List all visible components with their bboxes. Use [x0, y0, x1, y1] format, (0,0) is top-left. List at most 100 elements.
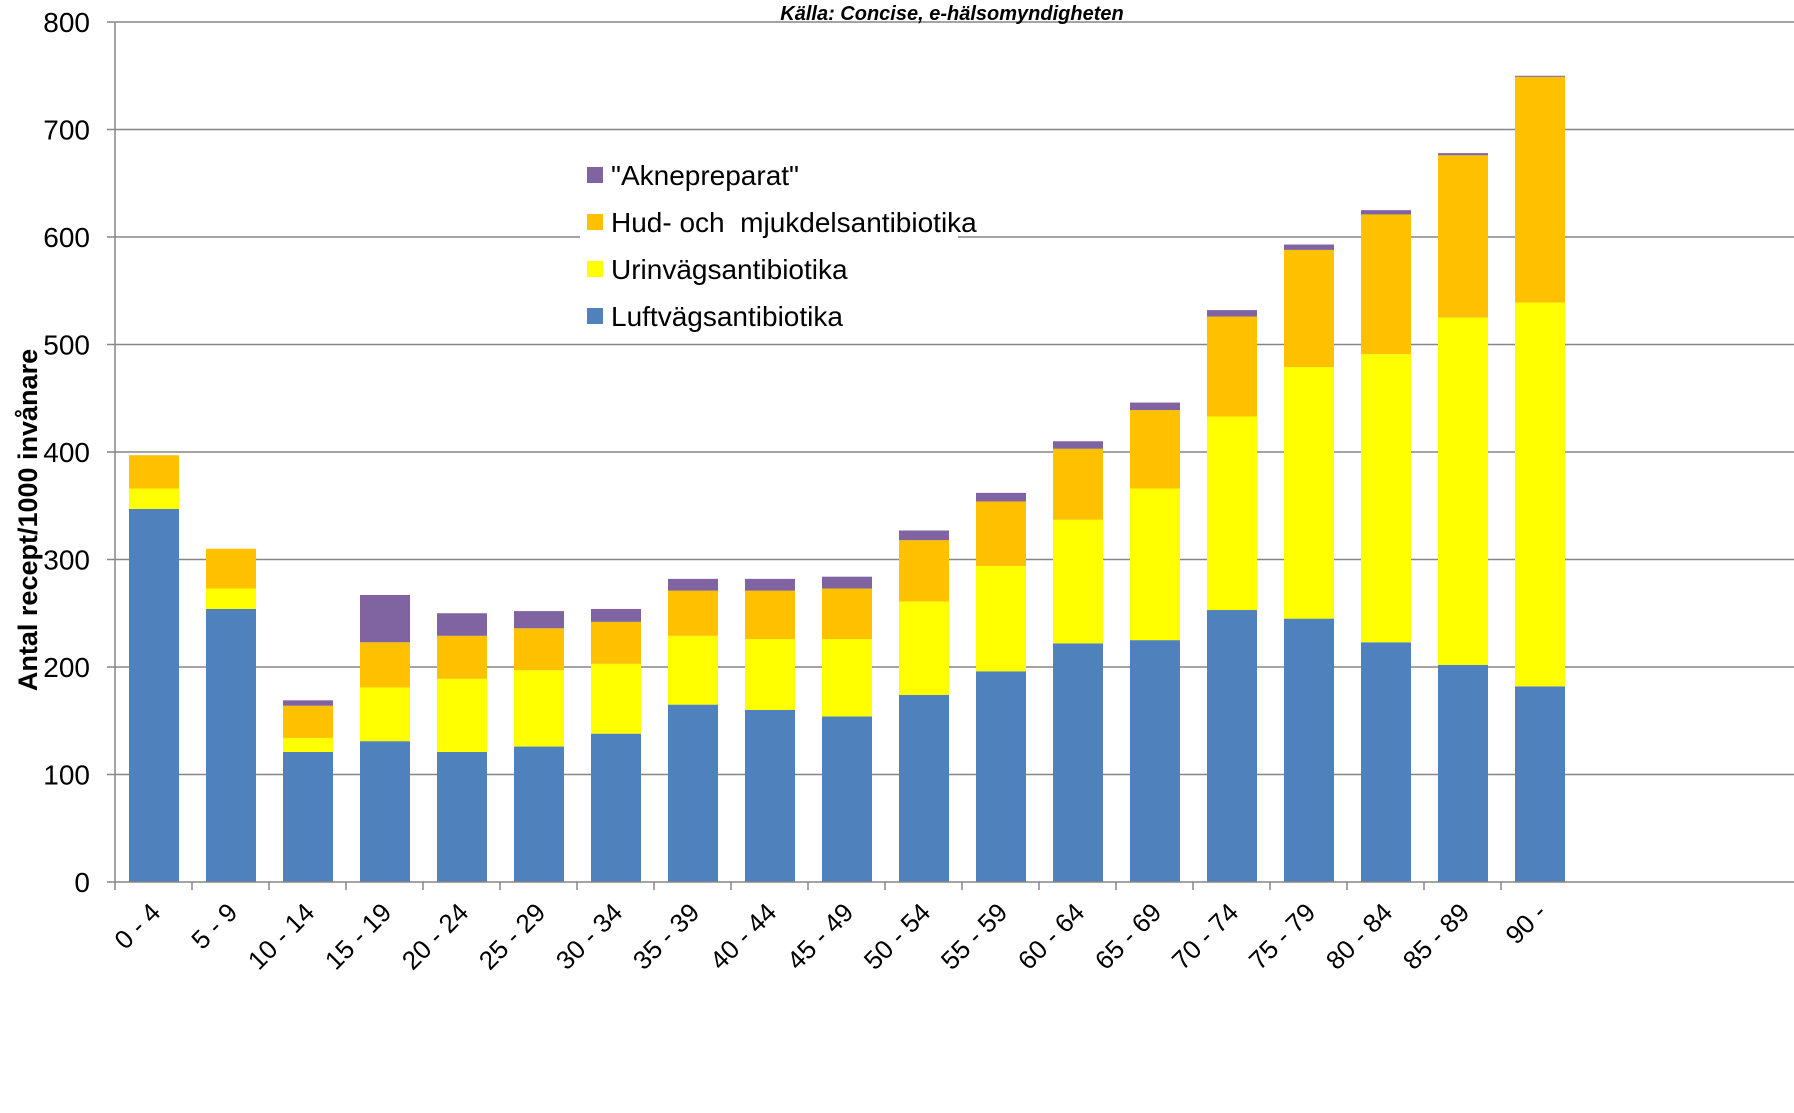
bar-segment-1-7 — [591, 733, 641, 882]
x-tick-label: 40 - 44 — [704, 897, 782, 975]
y-tick-label: 100 — [43, 760, 90, 791]
bar-segment-1-12 — [976, 671, 1026, 882]
bar-segment-1-4 — [360, 741, 410, 882]
bar-segment-2-14 — [1130, 488, 1180, 641]
bar-segment-1-3 — [283, 751, 333, 882]
bar-segment-1-10 — [822, 716, 872, 882]
x-tick-label: 15 - 19 — [319, 897, 397, 975]
bar-segment-3-15 — [1207, 316, 1257, 417]
bar-segment-3-11 — [899, 540, 949, 602]
bar-segment-1-1 — [129, 508, 179, 882]
bar-segment-4-5 — [437, 613, 487, 636]
bar-segment-2-16 — [1284, 367, 1334, 619]
source-note: Källa: Concise, e-hälsomyndigheten — [780, 3, 1123, 25]
bar-segment-4-17 — [1361, 210, 1411, 215]
x-tick-label: 60 - 64 — [1012, 897, 1090, 975]
bar-segment-3-5 — [437, 635, 487, 679]
y-tick-label: 500 — [43, 330, 90, 361]
bar-segment-3-9 — [745, 590, 795, 640]
bar-segment-3-1 — [129, 455, 179, 489]
x-tick-label: 75 - 79 — [1243, 897, 1321, 975]
bar-segment-2-1 — [129, 488, 179, 509]
x-tick-label: 55 - 59 — [935, 897, 1013, 975]
bar-segment-3-4 — [360, 642, 410, 688]
legend: "Aknepreparat" Hud- och mjukdelsantibioti… — [580, 152, 977, 342]
bar-segment-3-10 — [822, 588, 872, 640]
bar-segment-2-18 — [1438, 317, 1488, 665]
bar-segment-3-14 — [1130, 410, 1180, 489]
bar-segment-4-9 — [745, 578, 795, 591]
bar-segment-4-4 — [360, 594, 410, 643]
bar-segment-1-14 — [1130, 640, 1180, 882]
bar-segment-1-6 — [514, 746, 564, 882]
y-axis-label: Antal recept/1000 invånare — [13, 349, 43, 691]
bar-segment-3-17 — [1361, 214, 1411, 355]
bars — [129, 75, 1565, 882]
x-tick-label: 50 - 54 — [858, 897, 936, 975]
bar-segment-3-16 — [1284, 249, 1334, 368]
x-tick-label: 65 - 69 — [1089, 897, 1167, 975]
bar-segment-2-10 — [822, 639, 872, 717]
bar-segment-2-6 — [514, 670, 564, 747]
bar-segment-2-3 — [283, 737, 333, 752]
y-tick-label: 200 — [43, 652, 90, 683]
bar-segment-1-2 — [206, 608, 256, 882]
bar-segment-4-13 — [1053, 441, 1103, 449]
legend-swatch — [587, 261, 603, 277]
x-tick-label: 25 - 29 — [473, 897, 551, 975]
bar-segment-4-16 — [1284, 244, 1334, 250]
bar-segment-4-10 — [822, 576, 872, 589]
bar-segment-2-9 — [745, 639, 795, 710]
x-tick-label: 90 - — [1499, 897, 1552, 950]
bar-segment-2-11 — [899, 601, 949, 695]
x-tick-label: 10 - 14 — [242, 897, 320, 975]
bar-segment-1-13 — [1053, 643, 1103, 882]
legend-swatch — [587, 214, 603, 230]
x-tick-label: 5 - 9 — [185, 897, 243, 955]
bar-segment-1-15 — [1207, 610, 1257, 882]
bar-segment-4-6 — [514, 611, 564, 629]
bar-segment-4-18 — [1438, 153, 1488, 156]
bar-segment-4-7 — [591, 608, 641, 622]
bar-segment-2-5 — [437, 678, 487, 752]
bar-segment-4-11 — [899, 530, 949, 541]
y-tick-label: 800 — [43, 7, 90, 38]
y-tick-label: 700 — [43, 115, 90, 146]
bar-segment-3-2 — [206, 548, 256, 589]
bar-segment-3-6 — [514, 628, 564, 671]
bar-segment-3-8 — [668, 590, 718, 636]
bar-segment-2-4 — [360, 687, 410, 742]
x-tick-label: 70 - 74 — [1166, 897, 1244, 975]
bar-segment-1-11 — [899, 694, 949, 882]
bar-segment-1-8 — [668, 704, 718, 882]
x-tick-label: 20 - 24 — [396, 897, 474, 975]
bar-segment-3-19 — [1515, 76, 1565, 303]
bar-segment-2-7 — [591, 663, 641, 734]
x-tick-label: 35 - 39 — [627, 897, 705, 975]
bar-segment-2-17 — [1361, 354, 1411, 643]
legend-swatch — [587, 167, 603, 183]
bar-segment-2-15 — [1207, 416, 1257, 611]
x-tick-label: 45 - 49 — [781, 897, 859, 975]
bar-segment-1-19 — [1515, 686, 1565, 882]
bar-segment-1-18 — [1438, 664, 1488, 882]
bar-segment-4-19 — [1515, 75, 1565, 77]
bar-segment-4-12 — [976, 492, 1026, 502]
bar-segment-1-16 — [1284, 618, 1334, 882]
bar-segment-4-3 — [283, 700, 333, 706]
bar-segment-1-9 — [745, 710, 795, 882]
bar-segment-4-14 — [1130, 402, 1180, 411]
bar-segment-2-19 — [1515, 302, 1565, 687]
x-tick-label: 0 - 4 — [108, 897, 166, 955]
legend-label: Luftvägsantibiotika — [611, 301, 843, 332]
bar-segment-3-13 — [1053, 448, 1103, 520]
bar-segment-1-17 — [1361, 642, 1411, 882]
x-tick-label: 30 - 34 — [550, 897, 628, 975]
bar-segment-4-15 — [1207, 310, 1257, 317]
legend-label: Hud- och mjukdelsantibiotika — [611, 207, 977, 238]
y-tick-label: 300 — [43, 545, 90, 576]
bar-segment-3-18 — [1438, 155, 1488, 318]
y-tick-label: 400 — [43, 437, 90, 468]
y-tick-label: 0 — [74, 867, 90, 898]
